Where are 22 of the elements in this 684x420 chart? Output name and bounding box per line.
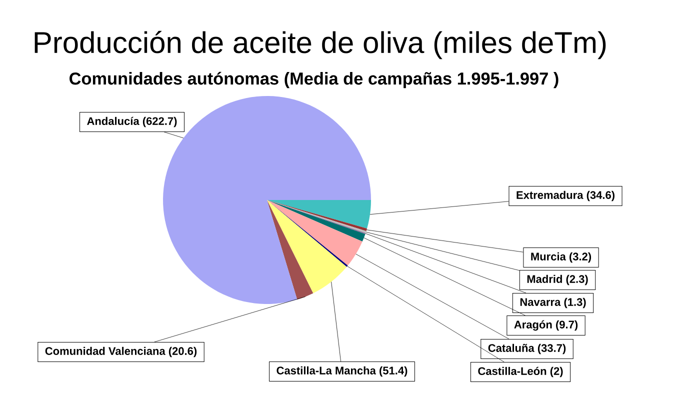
data-label: (3.2) [570,252,592,263]
data-label: (9.7) [556,320,578,331]
slice-label: Castilla-León [478,366,546,375]
data-label: (34.6) [586,190,614,202]
data-label: (622.7) [142,116,177,128]
slice-label: Extremadura [516,190,584,199]
chart-title: Producción de aceite de oliva (miles deTm) [34,30,606,60]
data-label: (51.4) [380,366,408,377]
data-label: (2.3) [566,274,588,286]
chart-subtitle: Comunidades autónomas (Media de campañas 1.995-1.997 ) [70,72,558,88]
data-label: (2) [550,366,563,378]
slice-label: Castilla-La Mancha [276,366,376,374]
data-label: (20.6) [168,346,197,358]
slice-label: Aragón [514,320,552,331]
slice-label: Andalucía [87,116,140,125]
slice-label: Navarra [520,298,561,306]
slice-label: Madrid [527,274,562,283]
slice-label: Comunidad Valenciana [45,346,166,355]
data-label: (33.7) [538,344,566,354]
slice-label: Murcia [531,252,566,260]
slice-label: Cataluña [488,344,534,352]
data-label: (1.3) [564,298,586,308]
